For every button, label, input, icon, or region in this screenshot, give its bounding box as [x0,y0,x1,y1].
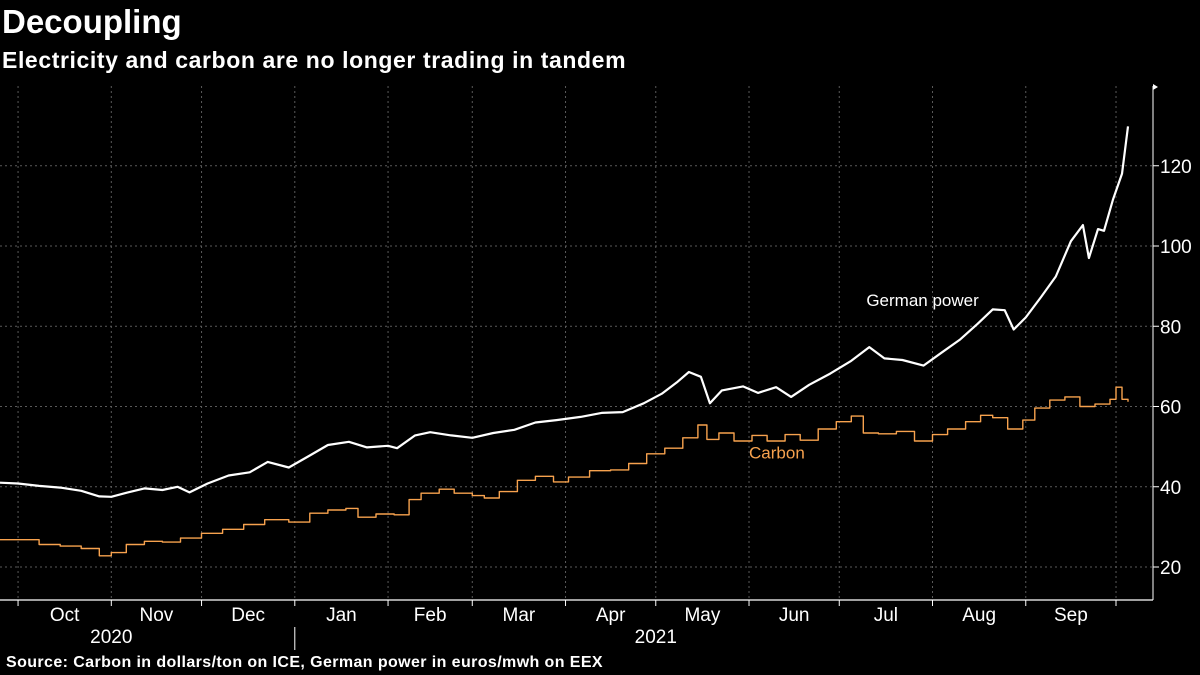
x-tick-label: Dec [231,605,265,626]
year-label: 2020 [90,627,132,648]
carbon-series-line [0,386,1129,557]
year-label: 2021 [635,627,677,648]
x-tick-label: Feb [414,605,447,626]
y-tick-label: 40 [1160,478,1181,499]
y-tick-label: 60 [1160,398,1181,419]
x-tick-label: Oct [50,605,80,626]
y-axis-cap [1153,84,1158,90]
y-tick-label: 120 [1160,157,1192,178]
x-tick-label: Nov [140,605,174,626]
chart-subtitle: Electricity and carbon are no longer tra… [2,47,627,73]
x-tick-label: Jun [779,605,810,626]
x-tick-label: May [684,605,720,626]
y-tick-label: 80 [1160,317,1181,338]
source-note: Source: Carbon in dollars/ton on ICE, Ge… [6,654,603,671]
grid-lines [0,86,1153,600]
x-tick-label: Sep [1054,605,1088,626]
y-tick-label: 100 [1160,237,1192,258]
y-tick-label: 20 [1160,558,1181,579]
german-power-label: German power [866,291,979,310]
x-tick-label: Apr [596,605,626,626]
axes: 20 40 60 80 100 120 Oct Nov Dec Jan Feb Mar Apr May Ju… [0,84,1192,650]
x-tick-label: Aug [962,605,996,626]
german-power-series-line [0,126,1130,498]
x-tick-label: Mar [503,605,536,626]
series-labels: German power Carbon [749,291,979,462]
x-tick-label: Jan [326,605,357,626]
carbon-label: Carbon [749,444,805,463]
x-tick-label: Jul [874,605,898,626]
chart-title: Decoupling [2,3,182,40]
series-lines [0,126,1130,557]
